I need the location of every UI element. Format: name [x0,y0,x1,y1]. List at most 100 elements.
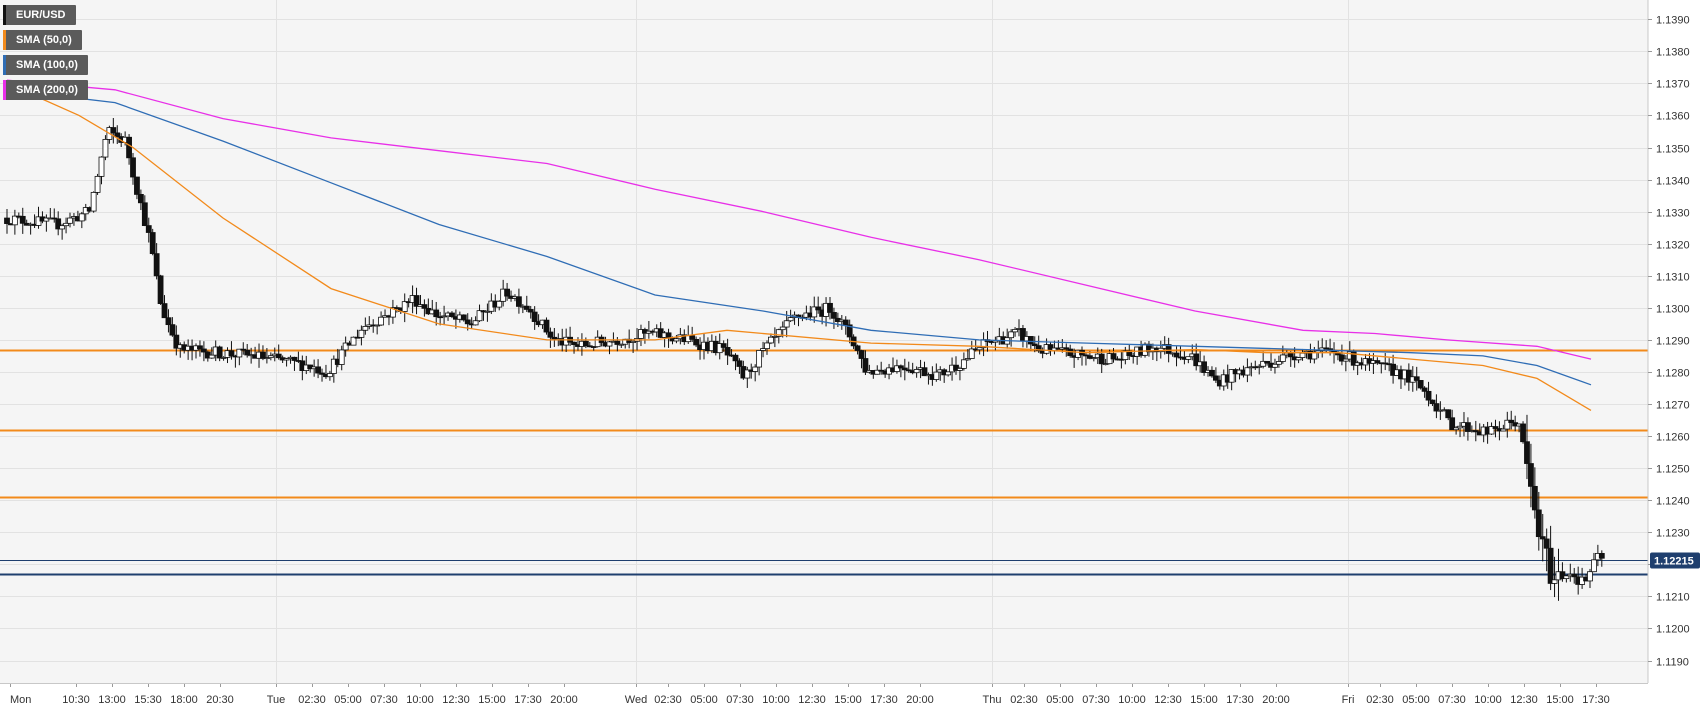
time-axis[interactable]: Mon 10:30 13:00 15:30 18:00 20:30 Tue 02:30 05:0… [0,683,1648,706]
candle[interactable] [1090,356,1097,362]
candle[interactable] [1193,343,1200,371]
candle[interactable] [901,358,908,381]
candle[interactable] [1413,366,1420,391]
candle[interactable] [571,341,577,354]
candle[interactable] [1528,443,1534,508]
candle[interactable] [433,301,440,326]
candle[interactable] [527,305,534,319]
candle[interactable] [134,176,140,200]
candle[interactable] [1276,355,1282,368]
candle[interactable] [760,341,766,358]
candle[interactable] [1571,567,1578,584]
candle[interactable] [338,345,345,371]
candle[interactable] [1587,568,1593,589]
candle[interactable] [673,334,680,344]
candle[interactable] [496,300,503,311]
candle[interactable] [1543,528,1550,572]
candle[interactable] [228,341,235,360]
candle[interactable] [1449,409,1456,431]
candle[interactable] [1429,399,1436,407]
candle[interactable] [960,352,967,371]
candle[interactable] [145,217,152,243]
candle[interactable] [149,228,156,256]
candle[interactable] [114,125,121,145]
candle[interactable] [220,356,227,361]
candle[interactable] [606,340,613,355]
candle[interactable] [1244,358,1251,383]
candle[interactable] [260,345,266,361]
candle[interactable] [716,333,723,360]
candle[interactable] [831,307,837,329]
candle[interactable] [374,324,381,335]
candle[interactable] [516,288,522,314]
candle[interactable] [350,336,357,346]
candle[interactable] [110,117,117,144]
candle[interactable] [1524,414,1530,480]
candle[interactable] [1012,327,1018,337]
candle[interactable] [161,295,168,319]
candle[interactable] [1374,357,1381,365]
candle[interactable] [815,296,822,314]
candle[interactable] [531,306,538,330]
candle[interactable] [1520,421,1526,444]
candle[interactable] [326,370,333,381]
candle[interactable] [1425,381,1432,407]
candle[interactable] [1228,369,1235,391]
candle[interactable] [1598,550,1605,567]
candle[interactable] [638,324,644,347]
candle[interactable] [315,359,321,379]
candle[interactable] [197,340,203,357]
candle[interactable] [1591,552,1597,573]
candle[interactable] [173,325,180,356]
candle[interactable] [618,343,625,348]
candle[interactable] [263,348,270,364]
candle[interactable] [1260,351,1267,369]
candle[interactable] [551,327,558,347]
candle[interactable] [630,339,637,353]
candle[interactable] [460,314,467,322]
candle[interactable] [441,305,447,326]
candle[interactable] [933,363,940,382]
candle[interactable] [165,309,172,333]
candle[interactable] [1433,394,1440,419]
candle[interactable] [1531,467,1538,519]
candle[interactable] [141,195,148,227]
candle[interactable] [1453,426,1460,435]
candle[interactable] [1504,411,1511,438]
candle[interactable] [1342,355,1349,372]
candle[interactable] [55,211,62,236]
candle[interactable] [267,352,274,361]
candle[interactable] [894,359,900,374]
candle[interactable] [1445,409,1452,421]
candle[interactable] [43,214,50,232]
candle[interactable] [208,347,215,359]
candle[interactable] [484,303,491,322]
candle[interactable] [358,325,365,346]
candle[interactable] [236,348,243,366]
candle[interactable] [1256,364,1263,375]
candle[interactable] [476,304,483,323]
candle[interactable] [449,311,455,319]
candle[interactable] [582,337,589,349]
candlestick-series[interactable] [4,117,1605,601]
candle[interactable] [1272,358,1278,374]
candle[interactable] [1008,329,1015,347]
candle[interactable] [102,135,109,161]
candle[interactable] [200,341,207,362]
candle[interactable] [1295,356,1302,364]
candle[interactable] [744,366,751,388]
candle[interactable] [90,191,97,213]
candle[interactable] [720,340,727,352]
candle[interactable] [1465,417,1471,441]
candle[interactable] [862,350,869,375]
candle[interactable] [1350,349,1357,371]
candle[interactable] [775,328,782,344]
candle[interactable] [1535,491,1542,551]
candle[interactable] [169,317,176,337]
candle[interactable] [736,358,743,374]
candle[interactable] [724,338,731,365]
candle[interactable] [768,333,774,345]
candle[interactable] [1185,356,1192,364]
candle[interactable] [897,364,904,378]
